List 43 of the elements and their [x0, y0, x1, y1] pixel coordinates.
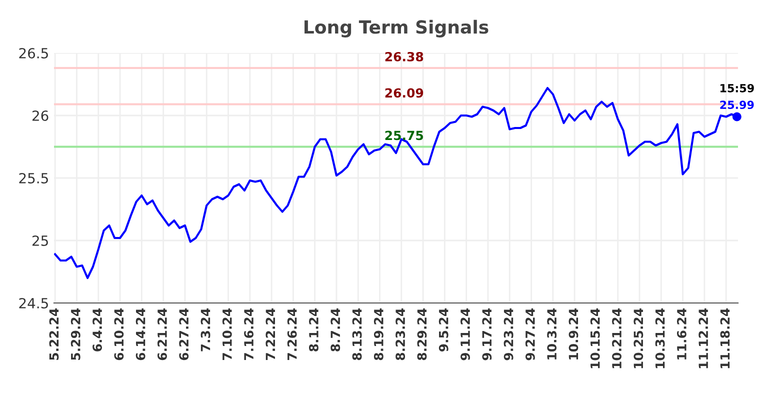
ref-line-label: 25.75: [385, 130, 424, 140]
x-tick-label: 7.16.24: [244, 308, 254, 360]
x-tick-label: 10.15.24: [590, 308, 600, 368]
x-tick-label: 10.31.24: [655, 308, 665, 368]
x-tick-label: 8.7.24: [330, 308, 340, 352]
x-tick-label: 9.17.24: [482, 308, 492, 360]
y-tick-label: 24.5: [19, 298, 48, 308]
x-tick-label: 9.23.24: [504, 308, 514, 360]
x-tick-label: 7.22.24: [266, 308, 275, 360]
ref-line-label: 26.09: [385, 88, 424, 98]
x-tick-label: 8.23.24: [396, 308, 406, 360]
x-tick-label: 10.3.24: [547, 308, 557, 360]
x-tick-label: 8.29.24: [417, 308, 427, 360]
x-tick-label: 11.6.24: [676, 308, 686, 360]
x-tick-label: 5.29.24: [70, 308, 80, 360]
x-tick-label: 11.12.24: [698, 308, 708, 368]
annotation: 15:59: [720, 84, 754, 92]
x-tick-label: 10.21.24: [612, 308, 622, 368]
y-tick-label: 26: [32, 110, 48, 121]
x-tick-label: 10.25.24: [634, 308, 644, 368]
x-tick-label: 9.5.24: [438, 308, 448, 352]
x-tick-label: 6.4.24: [92, 308, 102, 352]
x-tick-label: 6.10.24: [114, 308, 124, 360]
x-tick-label: 7.10.24: [222, 308, 232, 360]
x-tick-label: 9.11.24: [460, 308, 470, 360]
x-tick-label: 6.21.24: [157, 308, 167, 360]
data-label: 25.99: [720, 100, 754, 110]
ref-line-label: 26.38: [385, 52, 424, 62]
x-tick-label: 11.18.24: [720, 308, 730, 368]
x-tick-label: 7.26.24: [287, 308, 297, 360]
x-tick-label: 8.1.24: [309, 308, 318, 352]
x-tick-label: 10.9.24: [568, 308, 578, 360]
chart-title: Long Term Signals: [304, 20, 488, 38]
y-tick-label: 26.5: [19, 48, 48, 58]
x-tick-label: 5.22.24: [49, 308, 59, 360]
x-tick-label: 8.19.24: [374, 308, 384, 360]
x-tick-label: 6.14.24: [136, 308, 146, 360]
x-tick-label: 8.13.24: [352, 308, 362, 360]
x-tick-label: 6.27.24: [179, 308, 189, 360]
y-tick-label: 25: [32, 235, 48, 246]
x-tick-label: 9.27.24: [525, 308, 535, 360]
x-tick-label: 7.3.24: [200, 308, 210, 352]
y-tick-label: 25.5: [19, 172, 48, 184]
